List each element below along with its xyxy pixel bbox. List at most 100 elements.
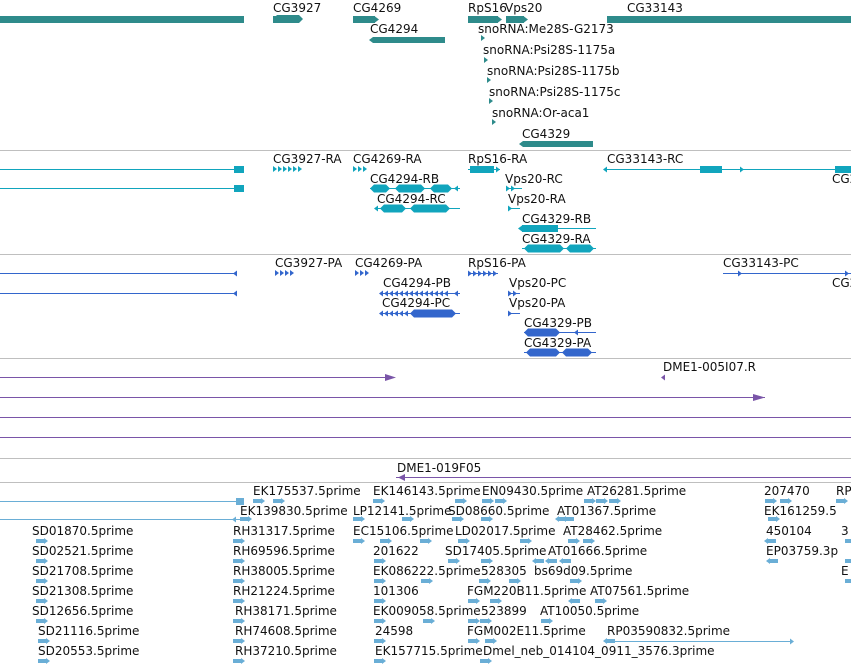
feature-label[interactable]: RP03590832.5prime <box>607 624 731 638</box>
feature-label[interactable]: RH21224.5prime <box>233 584 335 598</box>
transcript-glyph <box>395 184 425 193</box>
feature-label[interactable]: CG4329 <box>522 127 571 141</box>
feature-label[interactable]: CG33143 <box>627 1 683 15</box>
feature-label[interactable]: RH37210.5prime <box>235 644 337 658</box>
feature-label[interactable]: SD21308.5prime <box>32 584 134 598</box>
feature-label[interactable]: EK146143.5prime <box>373 484 481 498</box>
feature-label[interactable]: EK175537.5prime <box>253 484 361 498</box>
feature-label[interactable]: CG4329-PA <box>524 336 592 350</box>
feature-label[interactable]: CG4329-RA <box>522 232 591 246</box>
feature-label[interactable]: 523899 <box>481 604 527 618</box>
est-glyph <box>468 639 476 643</box>
transcript-glyph <box>273 166 277 172</box>
feature-label[interactable]: AT10050.5prime <box>540 604 640 618</box>
feature-label[interactable]: CG4294-PB <box>383 276 452 290</box>
transcript-glyph <box>740 166 744 173</box>
feature-label[interactable]: snoRNA:Psi28S-1175c <box>489 85 621 99</box>
feature-label[interactable]: AT01666.5prime <box>548 544 648 558</box>
feature-label[interactable]: RH38171.5prime <box>235 604 337 618</box>
feature-label[interactable]: EC15106.5prime <box>353 524 454 538</box>
feature-label[interactable]: 207470 <box>764 484 810 498</box>
feature-label[interactable]: RpS16-RA <box>468 152 528 166</box>
feature-label[interactable]: CG4269-RA <box>353 152 422 166</box>
feature-label[interactable]: EK086222.5prime <box>373 564 481 578</box>
feature-label[interactable]: 24598 <box>375 624 414 638</box>
feature-label[interactable]: CG4269 <box>353 1 402 15</box>
feature-label[interactable]: SD01870.5prime <box>32 524 134 538</box>
feature-label[interactable]: CG4294 <box>370 22 419 36</box>
feature-label[interactable]: EP03759.3p <box>766 544 839 558</box>
feature-label[interactable]: Vps20-PC <box>509 276 567 290</box>
feature-label[interactable]: 201622 <box>373 544 419 558</box>
feature-label[interactable]: CG3927-PA <box>275 256 343 270</box>
feature-label[interactable]: SD17405.5prime <box>445 544 547 558</box>
protein-glyph <box>394 310 398 317</box>
feature-label[interactable]: CG4329-RB <box>522 212 592 226</box>
est-glyph <box>402 517 410 521</box>
feature-label[interactable]: snoRNA:Psi28S-1175b <box>487 64 620 78</box>
transcript-glyph <box>506 185 510 192</box>
feature-label[interactable]: EN09430.5prime <box>482 484 584 498</box>
feature-label[interactable]: AT26281.5prime <box>587 484 687 498</box>
feature-label[interactable]: RP <box>836 484 851 498</box>
protein-glyph <box>389 290 393 297</box>
feature-label[interactable]: snoRNA:Or-aca1 <box>492 106 590 120</box>
feature-label[interactable]: AT01367.5prime <box>557 504 657 518</box>
feature-label[interactable]: RH69596.5prime <box>233 544 335 558</box>
feature-label[interactable]: LP12141.5prime <box>353 504 452 518</box>
feature-label[interactable]: SD21116.5prime <box>38 624 140 638</box>
feature-label[interactable]: AT28462.5prime <box>563 524 663 538</box>
feature-label[interactable]: RH31317.5prime <box>233 524 335 538</box>
protein-glyph <box>384 290 388 297</box>
feature-label[interactable]: CG3927 <box>273 1 322 15</box>
feature-label[interactable]: 3 <box>841 524 849 538</box>
feature-label[interactable]: AT07561.5prime <box>590 584 690 598</box>
feature-label[interactable]: CG4294-RB <box>370 172 440 186</box>
feature-label[interactable]: EK009058.5prime <box>373 604 481 618</box>
feature-label[interactable]: snoRNA:Psi28S-1175a <box>483 43 616 57</box>
feature-label[interactable]: SD12656.5prime <box>32 604 134 618</box>
feature-label[interactable]: 450104 <box>766 524 812 538</box>
feature-label[interactable]: RpS16-PA <box>468 256 526 270</box>
feature-label[interactable]: Vps20-RC <box>505 172 563 186</box>
feature-label[interactable]: Dmel_neb_014104_0911_3576.3prime <box>483 644 715 658</box>
feature-label[interactable]: 101306 <box>373 584 419 598</box>
feature-label[interactable]: EK157715.5prime <box>375 644 483 658</box>
feature-label[interactable]: SD20553.5prime <box>38 644 140 658</box>
feature-label[interactable]: CG33143-PC <box>723 256 799 270</box>
transcript-glyph <box>234 185 244 192</box>
feature-label[interactable]: Vps20-RA <box>508 192 566 206</box>
feature-label[interactable]: EK139830.5prime <box>240 504 348 518</box>
gene-glyph <box>468 16 498 23</box>
feature-label[interactable]: RH74608.5prime <box>235 624 337 638</box>
feature-label[interactable]: CG3927-RA <box>273 152 342 166</box>
feature-label[interactable]: Vps20 <box>505 1 543 15</box>
est-glyph <box>466 538 470 544</box>
feature-label[interactable]: CG4294-RC <box>377 192 446 206</box>
feature-label[interactable]: EK161259.5 <box>764 504 837 518</box>
feature-label[interactable]: SD21708.5prime <box>32 564 134 578</box>
feature-label[interactable]: CG4294-PC <box>382 296 451 310</box>
feature-label[interactable]: SD08660.5prime <box>448 504 550 518</box>
feature-label[interactable]: CG4329-PB <box>524 316 593 330</box>
feature-label[interactable]: 528305 <box>481 564 527 578</box>
feature-label[interactable]: CG4269-PA <box>355 256 423 270</box>
feature-label[interactable]: SD02521.5prime <box>32 544 134 558</box>
feature-label[interactable]: DME1-005I07.R <box>663 360 757 374</box>
feature-label[interactable]: CG2 <box>832 172 851 186</box>
est-glyph <box>374 639 382 643</box>
feature-label[interactable]: DME1-019F05 <box>397 461 482 475</box>
est-glyph <box>591 538 595 544</box>
feature-label[interactable]: RpS16 <box>468 1 507 15</box>
feature-label[interactable]: Vps20-PA <box>509 296 566 310</box>
feature-label[interactable]: CG33143-RC <box>607 152 684 166</box>
feature-label[interactable]: snoRNA:Me28S-G2173 <box>478 22 614 36</box>
feature-label[interactable]: E <box>841 564 849 578</box>
feature-label[interactable]: RH38005.5prime <box>233 564 335 578</box>
feature-label[interactable]: FGM220B11.5prime <box>467 584 587 598</box>
feature-label[interactable]: CG2 <box>832 276 851 290</box>
feature-label[interactable]: LD02017.5prime <box>455 524 556 538</box>
feature-label[interactable]: FGM002E11.5prime <box>467 624 586 638</box>
transcript-glyph <box>370 184 390 193</box>
feature-label[interactable]: bs69d09.5prime <box>534 564 633 578</box>
